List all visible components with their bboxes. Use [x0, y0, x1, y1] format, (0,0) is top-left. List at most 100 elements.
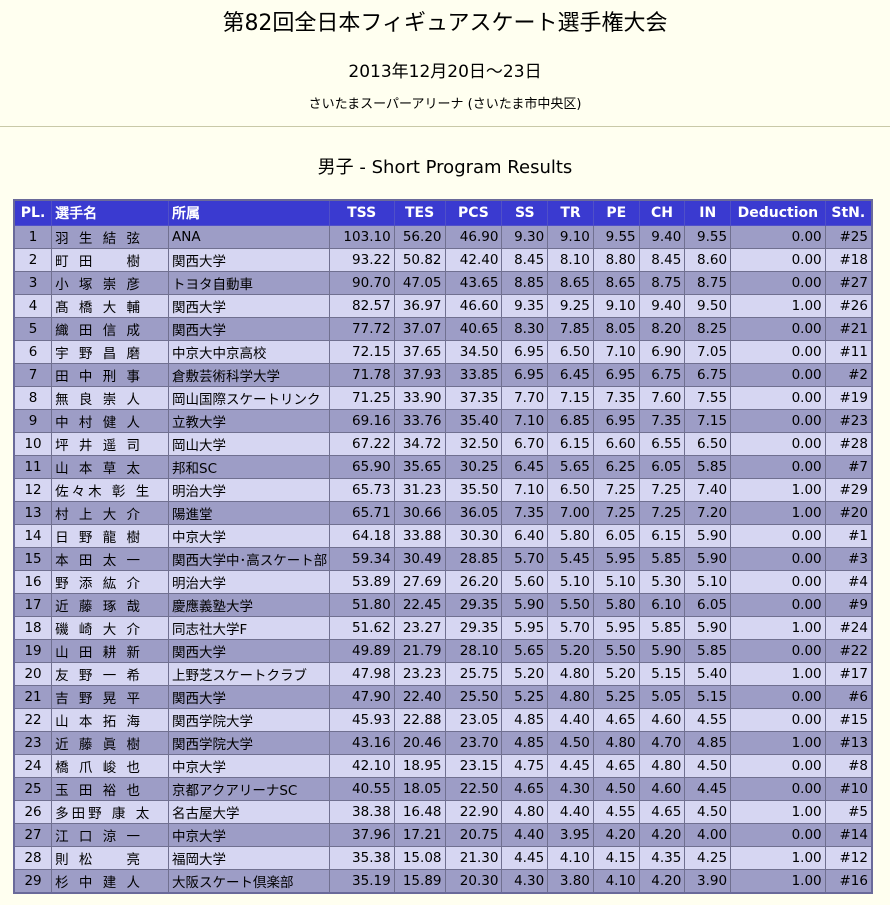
tss-cell: 47.90: [328, 685, 395, 709]
ss-cell: 4.75: [501, 754, 549, 778]
pe-cell: 4.65: [592, 708, 640, 732]
pcs-cell: 23.15: [444, 754, 503, 778]
skater-name-cell: 山 田 耕 新: [51, 639, 170, 663]
pe-cell: 6.60: [592, 432, 640, 456]
tss-cell: 71.25: [328, 386, 395, 410]
placement-cell: 7: [13, 363, 53, 387]
club-cell: 大阪スケート倶楽部: [168, 869, 330, 894]
placement-cell: 27: [13, 823, 53, 847]
start-number-cell: #17: [824, 662, 873, 686]
tes-cell: 23.27: [393, 616, 446, 640]
deduction-cell: 1.00: [730, 616, 826, 640]
tss-cell: 51.80: [328, 593, 395, 617]
club-cell: 慶應義塾大学: [168, 593, 330, 617]
ch-cell: 9.40: [638, 294, 686, 318]
in-cell: 6.05: [684, 593, 732, 617]
club-cell: 関西大学: [168, 248, 330, 272]
ss-cell: 8.45: [501, 248, 549, 272]
tes-cell: 33.88: [393, 524, 446, 548]
ss-cell: 7.35: [501, 501, 549, 525]
tr-cell: 5.80: [547, 524, 594, 548]
ch-cell: 8.45: [638, 248, 686, 272]
deduction-cell: 0.00: [730, 248, 826, 272]
table-row: 16 野 添 紘 介明治大学 53.89 27.69 26.20 5.60 5.10 5.10…: [13, 570, 873, 594]
table-row: 27 江 口 涼 一中京大学 37.96 17.21 20.75 4.40 3.95 4.20…: [13, 823, 873, 847]
tss-cell: 45.93: [328, 708, 395, 732]
tss-cell: 37.96: [328, 823, 395, 847]
skater-name-cell: 山 本 草 太: [51, 455, 170, 479]
pe-cell: 9.55: [592, 225, 640, 249]
ss-cell: 5.70: [501, 547, 549, 571]
deduction-cell: 0.00: [730, 455, 826, 479]
tes-cell: 22.45: [393, 593, 446, 617]
club-cell: 岡山国際スケートリンク: [168, 386, 330, 410]
skater-name-cell: 織 田 信 成: [51, 317, 170, 341]
tes-cell: 37.93: [393, 363, 446, 387]
pcs-cell: 34.50: [444, 340, 503, 364]
pcs-cell: 26.20: [444, 570, 503, 594]
pe-cell: 8.65: [592, 271, 640, 295]
tr-cell: 4.40: [547, 800, 594, 824]
tr-cell: 5.10: [547, 570, 594, 594]
placement-cell: 29: [13, 869, 53, 894]
ch-cell: 4.60: [638, 708, 686, 732]
tr-cell: 8.10: [547, 248, 594, 272]
deduction-cell: 0.00: [730, 639, 826, 663]
ch-cell: 4.20: [638, 869, 686, 894]
tr-cell: 7.85: [547, 317, 594, 341]
tss-cell: 90.70: [328, 271, 395, 295]
start-number-cell: #14: [824, 823, 873, 847]
ss-cell: 7.70: [501, 386, 549, 410]
in-cell: 5.15: [684, 685, 732, 709]
tes-cell: 35.65: [393, 455, 446, 479]
ch-cell: 6.10: [638, 593, 686, 617]
placement-cell: 22: [13, 708, 53, 732]
in-cell: 5.90: [684, 547, 732, 571]
tr-cell: 5.20: [547, 639, 594, 663]
club-cell: 名古屋大学: [168, 800, 330, 824]
tss-cell: 59.34: [328, 547, 395, 571]
ss-cell: 6.70: [501, 432, 549, 456]
tes-cell: 27.69: [393, 570, 446, 594]
ss-cell: 4.85: [501, 731, 549, 755]
club-cell: 明治大学: [168, 570, 330, 594]
ch-cell: 6.75: [638, 363, 686, 387]
tss-cell: 93.22: [328, 248, 395, 272]
table-row: 19 山 田 耕 新関西大学 49.89 21.79 28.10 5.65 5.20 5.50…: [13, 639, 873, 663]
club-cell: 関西学院大学: [168, 708, 330, 732]
placement-cell: 24: [13, 754, 53, 778]
club-cell: 邦和SC: [168, 455, 330, 479]
skater-name-cell: 多田野 康 太: [51, 800, 170, 824]
table-row: 20 友 野 一 希上野芝スケートクラブ 47.98 23.23 25.75 5.20 4.…: [13, 662, 873, 686]
tss-cell: 65.73: [328, 478, 395, 502]
tr-cell: 3.80: [547, 869, 594, 894]
deduction-cell: 0.00: [730, 225, 826, 249]
ch-cell: 8.75: [638, 271, 686, 295]
pe-cell: 4.80: [592, 731, 640, 755]
deduction-cell: 0.00: [730, 317, 826, 341]
tss-cell: 77.72: [328, 317, 395, 341]
start-number-cell: #26: [824, 294, 873, 318]
deduction-cell: 0.00: [730, 547, 826, 571]
pe-cell: 5.50: [592, 639, 640, 663]
ch-cell: 4.60: [638, 777, 686, 801]
tr-cell: 7.00: [547, 501, 594, 525]
pcs-cell: 46.60: [444, 294, 503, 318]
ch-cell: 9.40: [638, 225, 686, 249]
placement-cell: 12: [13, 478, 53, 502]
pe-cell: 8.80: [592, 248, 640, 272]
pe-cell: 8.05: [592, 317, 640, 341]
club-cell: 関西大学: [168, 317, 330, 341]
placement-cell: 5: [13, 317, 53, 341]
in-cell: 9.55: [684, 225, 732, 249]
club-cell: 陽進堂: [168, 501, 330, 525]
tr-cell: 6.50: [547, 478, 594, 502]
pe-cell: 4.55: [592, 800, 640, 824]
pe-cell: 9.10: [592, 294, 640, 318]
header-pe: PE: [592, 199, 640, 226]
table-row: 22 山 本 拓 海関西学院大学 45.93 22.88 23.05 4.85 4.40 4.…: [13, 708, 873, 732]
pe-cell: 6.25: [592, 455, 640, 479]
skater-name-cell: 宇 野 昌 磨: [51, 340, 170, 364]
